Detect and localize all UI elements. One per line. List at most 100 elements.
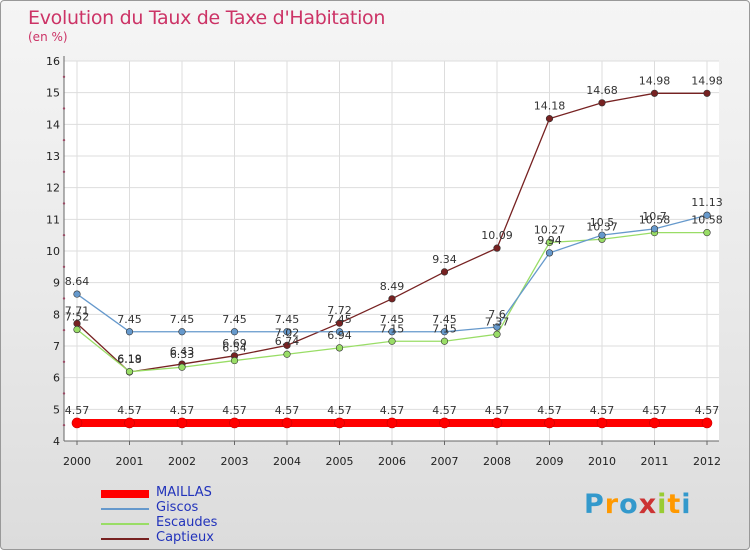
data-point-captieux: [598, 99, 606, 107]
y-tick-label: 10: [46, 245, 60, 258]
data-point-giscos: [703, 211, 711, 219]
y-tick-label: 14: [46, 118, 60, 131]
y-tick-label: 4: [53, 435, 60, 448]
data-label-maillas: 4.57: [537, 404, 562, 417]
data-label-captieux: 7.72: [327, 304, 352, 317]
data-label-escaudes: 10.27: [534, 223, 566, 236]
data-label-maillas: 4.57: [695, 404, 720, 417]
data-point-escaudes: [388, 337, 396, 345]
data-point-maillas: [439, 417, 450, 429]
data-point-maillas: [71, 417, 83, 429]
data-label-escaudes: 7.52: [65, 311, 90, 324]
chart-subtitle: (en %): [28, 30, 68, 44]
data-point-maillas: [334, 417, 345, 429]
data-point-maillas: [229, 417, 240, 429]
data-point-giscos: [388, 328, 396, 336]
data-label-giscos: 7.45: [380, 313, 405, 326]
data-label-giscos: 9.94: [537, 234, 562, 247]
data-label-giscos: 10.5: [590, 216, 615, 229]
logo-letter: t: [667, 489, 682, 520]
data-point-escaudes: [703, 229, 711, 237]
data-label-captieux: 14.98: [691, 74, 723, 87]
data-point-giscos: [73, 290, 81, 298]
data-point-giscos: [440, 328, 449, 336]
data-point-giscos: [598, 231, 606, 239]
x-tick-label: 2001: [116, 455, 144, 468]
data-point-maillas: [649, 417, 660, 429]
data-label-maillas: 4.57: [117, 404, 142, 417]
data-label-captieux: 7.71: [65, 305, 90, 318]
y-tick-label: 7: [53, 340, 60, 353]
logo-letter: r: [604, 489, 620, 520]
legend-label: Captieux: [156, 530, 214, 545]
logo-letter: i: [657, 489, 668, 520]
data-label-giscos: 7.45: [222, 313, 247, 326]
y-tick-label: 8: [53, 308, 60, 321]
data-label-giscos: 7.45: [117, 313, 142, 326]
data-label-escaudes: 6.33: [170, 348, 195, 361]
data-label-giscos: 7.45: [432, 313, 457, 326]
y-tick-label: 13: [46, 150, 60, 163]
data-label-maillas: 4.57: [65, 404, 90, 417]
data-point-giscos: [493, 323, 501, 331]
data-point-maillas: [544, 417, 555, 429]
data-point-maillas: [124, 417, 135, 429]
data-label-captieux: 6.69: [222, 337, 247, 350]
data-label-giscos: 10.7: [642, 210, 667, 223]
x-tick-label: 2009: [536, 455, 564, 468]
x-tick-label: 2005: [326, 455, 354, 468]
logo-letter: x: [638, 489, 658, 520]
data-label-giscos: 7.45: [327, 313, 352, 326]
y-tick-label: 5: [53, 403, 60, 416]
data-label-maillas: 4.57: [432, 404, 457, 417]
data-point-giscos: [230, 328, 239, 336]
data-label-captieux: 9.34: [432, 253, 457, 266]
logo-letter: i: [681, 489, 692, 520]
chart-title: Evolution du Taux de Taxe d'Habitation: [28, 7, 386, 29]
data-label-escaudes: 6.94: [327, 329, 352, 342]
y-tick-label: 15: [46, 87, 60, 100]
logo-letter: P: [584, 489, 605, 520]
data-point-maillas: [386, 417, 398, 429]
legend-label: Escaudes: [156, 515, 218, 530]
legend-swatch: [101, 490, 149, 498]
data-label-captieux: 7.02: [275, 326, 300, 339]
legend-swatch: [101, 523, 149, 525]
data-label-escaudes: 6.19: [117, 353, 142, 366]
data-label-escaudes: 7.37: [485, 315, 510, 328]
legend-label: MAILLAS: [156, 485, 212, 500]
data-point-escaudes: [230, 356, 239, 365]
data-label-captieux: 14.68: [586, 84, 618, 97]
y-tick-label: 12: [46, 182, 60, 195]
legend-swatch: [101, 538, 149, 540]
logo-letter: o: [619, 489, 639, 520]
data-label-maillas: 4.57: [222, 404, 247, 417]
data-label-escaudes: 10.58: [691, 214, 723, 227]
data-point-giscos: [178, 328, 186, 336]
data-label-captieux: 14.18: [534, 100, 566, 113]
y-tick-label: 16: [46, 55, 60, 68]
data-label-giscos: 7.45: [275, 313, 300, 326]
data-point-giscos: [335, 328, 344, 336]
data-point-escaudes: [73, 325, 81, 334]
data-label-maillas: 4.57: [327, 404, 352, 417]
data-label-giscos: 11.13: [691, 196, 723, 209]
data-label-giscos: 7.6: [488, 308, 506, 321]
data-point-escaudes: [178, 363, 186, 371]
data-label-escaudes: 6.74: [275, 335, 300, 348]
y-tick-label: 9: [53, 277, 60, 290]
data-point-giscos: [545, 249, 554, 257]
data-point-escaudes: [545, 238, 554, 247]
data-label-maillas: 4.57: [380, 404, 405, 417]
y-tick-label: 6: [53, 372, 60, 385]
x-tick-label: 2002: [168, 455, 196, 468]
data-point-captieux: [650, 89, 659, 97]
data-point-giscos: [650, 225, 659, 233]
data-label-escaudes: 6.54: [222, 342, 247, 355]
y-tick-label: 11: [46, 213, 60, 226]
data-label-escaudes: 10.58: [639, 214, 671, 227]
data-point-giscos: [283, 328, 291, 336]
x-tick-label: 2011: [641, 455, 669, 468]
data-point-captieux: [703, 89, 711, 97]
